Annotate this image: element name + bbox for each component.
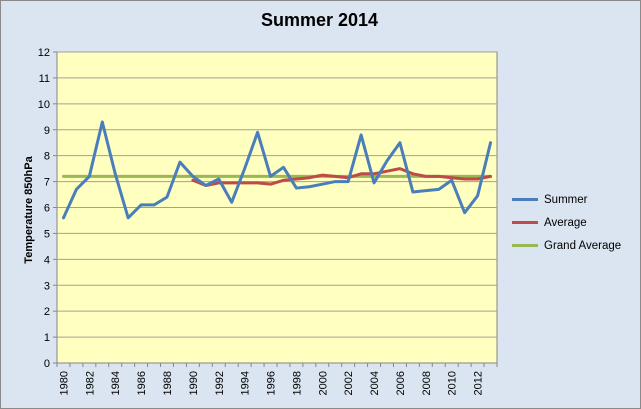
x-tick-label: 1980 bbox=[58, 371, 70, 395]
x-tick-label: 1998 bbox=[291, 371, 303, 395]
y-tick-label: 2 bbox=[44, 306, 50, 318]
y-tick-label: 1 bbox=[44, 332, 50, 344]
series-line-summer bbox=[61, 120, 493, 220]
y-tick-label: 6 bbox=[44, 203, 50, 215]
y-tick-label: 9 bbox=[44, 125, 50, 137]
y-tick-label: 4 bbox=[44, 254, 50, 266]
chart-title: Summer 2014 bbox=[260, 10, 379, 30]
legend-label-average: Average bbox=[544, 216, 587, 229]
x-tick-label: 1990 bbox=[188, 371, 200, 395]
legend-swatch-average bbox=[512, 221, 538, 224]
legend-item-summer: Summer bbox=[512, 188, 621, 211]
x-tick-label: 1996 bbox=[266, 371, 278, 395]
legend: Summer Average Grand Average bbox=[512, 188, 621, 257]
series-line-average bbox=[191, 167, 493, 187]
y-tick-label: 11 bbox=[39, 73, 50, 85]
x-tick-label: 1984 bbox=[110, 371, 122, 395]
legend-item-average: Average bbox=[512, 211, 621, 234]
y-tick-label: 3 bbox=[44, 280, 50, 292]
y-tick-label: 8 bbox=[44, 151, 50, 163]
y-tick-label: 10 bbox=[38, 99, 50, 111]
legend-label-summer: Summer bbox=[544, 193, 588, 206]
legend-swatch-grand-average bbox=[512, 244, 538, 247]
legend-item-grand-average: Grand Average bbox=[512, 234, 621, 257]
x-tick-label: 2002 bbox=[343, 371, 355, 395]
x-tick-label: 1986 bbox=[136, 371, 148, 395]
y-tick-label: 5 bbox=[44, 228, 50, 240]
x-tick-label: 1994 bbox=[240, 371, 252, 395]
x-tick-label: 2010 bbox=[447, 371, 459, 395]
x-tick-label: 2008 bbox=[421, 371, 433, 395]
x-tick-label: 2006 bbox=[395, 371, 407, 395]
legend-swatch-summer bbox=[512, 198, 538, 201]
x-tick-label: 1988 bbox=[162, 371, 174, 395]
x-tick-label: 2004 bbox=[369, 371, 381, 395]
y-tick-label: 0 bbox=[44, 358, 50, 370]
x-tick-label: 2012 bbox=[473, 371, 485, 395]
x-tick-label: 2000 bbox=[317, 371, 329, 395]
x-tick-label: 1982 bbox=[84, 371, 96, 395]
legend-label-grand-average: Grand Average bbox=[544, 239, 622, 252]
x-tick-label: 1992 bbox=[214, 371, 226, 395]
y-tick-label: 12 bbox=[38, 47, 50, 59]
y-tick-label: 7 bbox=[44, 177, 50, 189]
